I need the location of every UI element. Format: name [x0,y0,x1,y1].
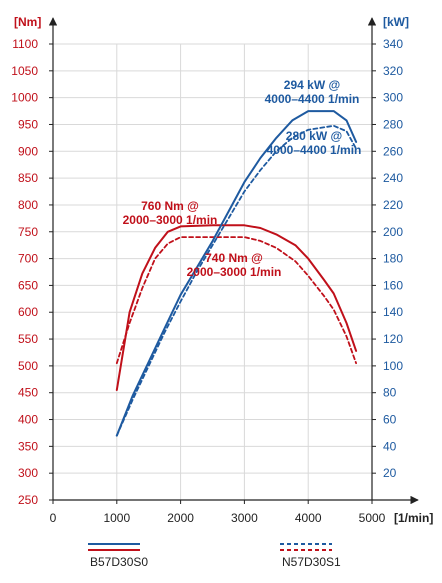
right-tick-label: 140 [383,305,403,319]
left-tick-label: 750 [18,225,38,239]
annotation-label: 2000–3000 1/min [123,213,218,227]
right-tick-label: 200 [383,225,403,239]
annotation-label: 2000–3000 1/min [187,265,282,279]
x-tick-label: 4000 [295,511,322,525]
left-tick-label: 400 [18,413,38,427]
right-tick-label: 160 [383,278,403,292]
gridlines [53,43,372,500]
x-tick-label: 3000 [231,511,258,525]
left-tick-label: 950 [18,117,38,131]
x-tick-label: 5000 [359,511,386,525]
right-tick-label: 260 [383,144,403,158]
tick-labels: 0 1000 2000 3000 4000 5000 250 300 350 400 450 500 5… [11,15,433,525]
left-tick-label: 1000 [11,91,38,105]
left-tick-label: 800 [18,198,38,212]
left-tick-label: 700 [18,252,38,266]
series-line-power-b57d30s0 [115,110,358,437]
left-axis-unit: [Nm] [14,15,41,29]
axes [48,17,419,505]
x-tick-label: 0 [50,511,57,525]
left-tick-label: 1100 [12,37,38,51]
left-tick-label: 450 [18,386,38,400]
left-tick-label: 250 [18,493,38,507]
right-tick-label: 20 [383,466,397,480]
annotation-label: 280 kW @ [286,129,342,143]
right-tick-label: 300 [383,91,403,105]
series-line-torque-b57d30s0 [115,224,358,391]
annotation-label: 760 Nm @ [141,199,199,213]
right-tick-label: 40 [383,439,397,453]
left-tick-label: 1050 [11,64,38,78]
right-tick-label: 220 [383,198,403,212]
annotation-label: 4000–4400 1/min [267,143,362,157]
right-tick-label: 180 [383,252,403,266]
right-tick-label: 320 [383,64,403,78]
annotation-label: 294 kW @ [284,78,340,92]
right-tick-label: 280 [383,117,403,131]
left-tick-label: 900 [18,144,38,158]
legend-label: B57D30S0 [90,555,148,569]
left-tick-label: 850 [18,171,38,185]
annotation-label: 4000–4400 1/min [265,92,360,106]
left-tick-label: 600 [18,305,38,319]
x-tick-label: 1000 [103,511,130,525]
annotation-label: 740 Nm @ [205,251,263,265]
right-tick-label: 120 [383,332,403,346]
left-tick-label: 500 [18,359,38,373]
series-line-power-n57d30s1 [115,124,358,437]
x-axis-unit: [1/min] [394,511,433,525]
right-tick-label: 240 [383,171,403,185]
left-tick-label: 300 [18,466,38,480]
x-tick-label: 2000 [167,511,194,525]
left-tick-label: 350 [18,439,38,453]
legend-label: N57D30S1 [282,555,341,569]
legend: B57D30S0 N57D30S1 [88,543,341,569]
right-tick-label: 340 [383,37,403,51]
left-tick-label: 550 [18,332,38,346]
left-tick-label: 650 [18,278,38,292]
right-tick-label: 80 [383,386,397,400]
series-lines [115,110,358,437]
right-tick-label: 60 [383,413,397,427]
right-tick-label: 100 [383,359,403,373]
series-line-torque-n57d30s1 [115,236,358,365]
right-axis-unit: [kW] [383,15,409,29]
